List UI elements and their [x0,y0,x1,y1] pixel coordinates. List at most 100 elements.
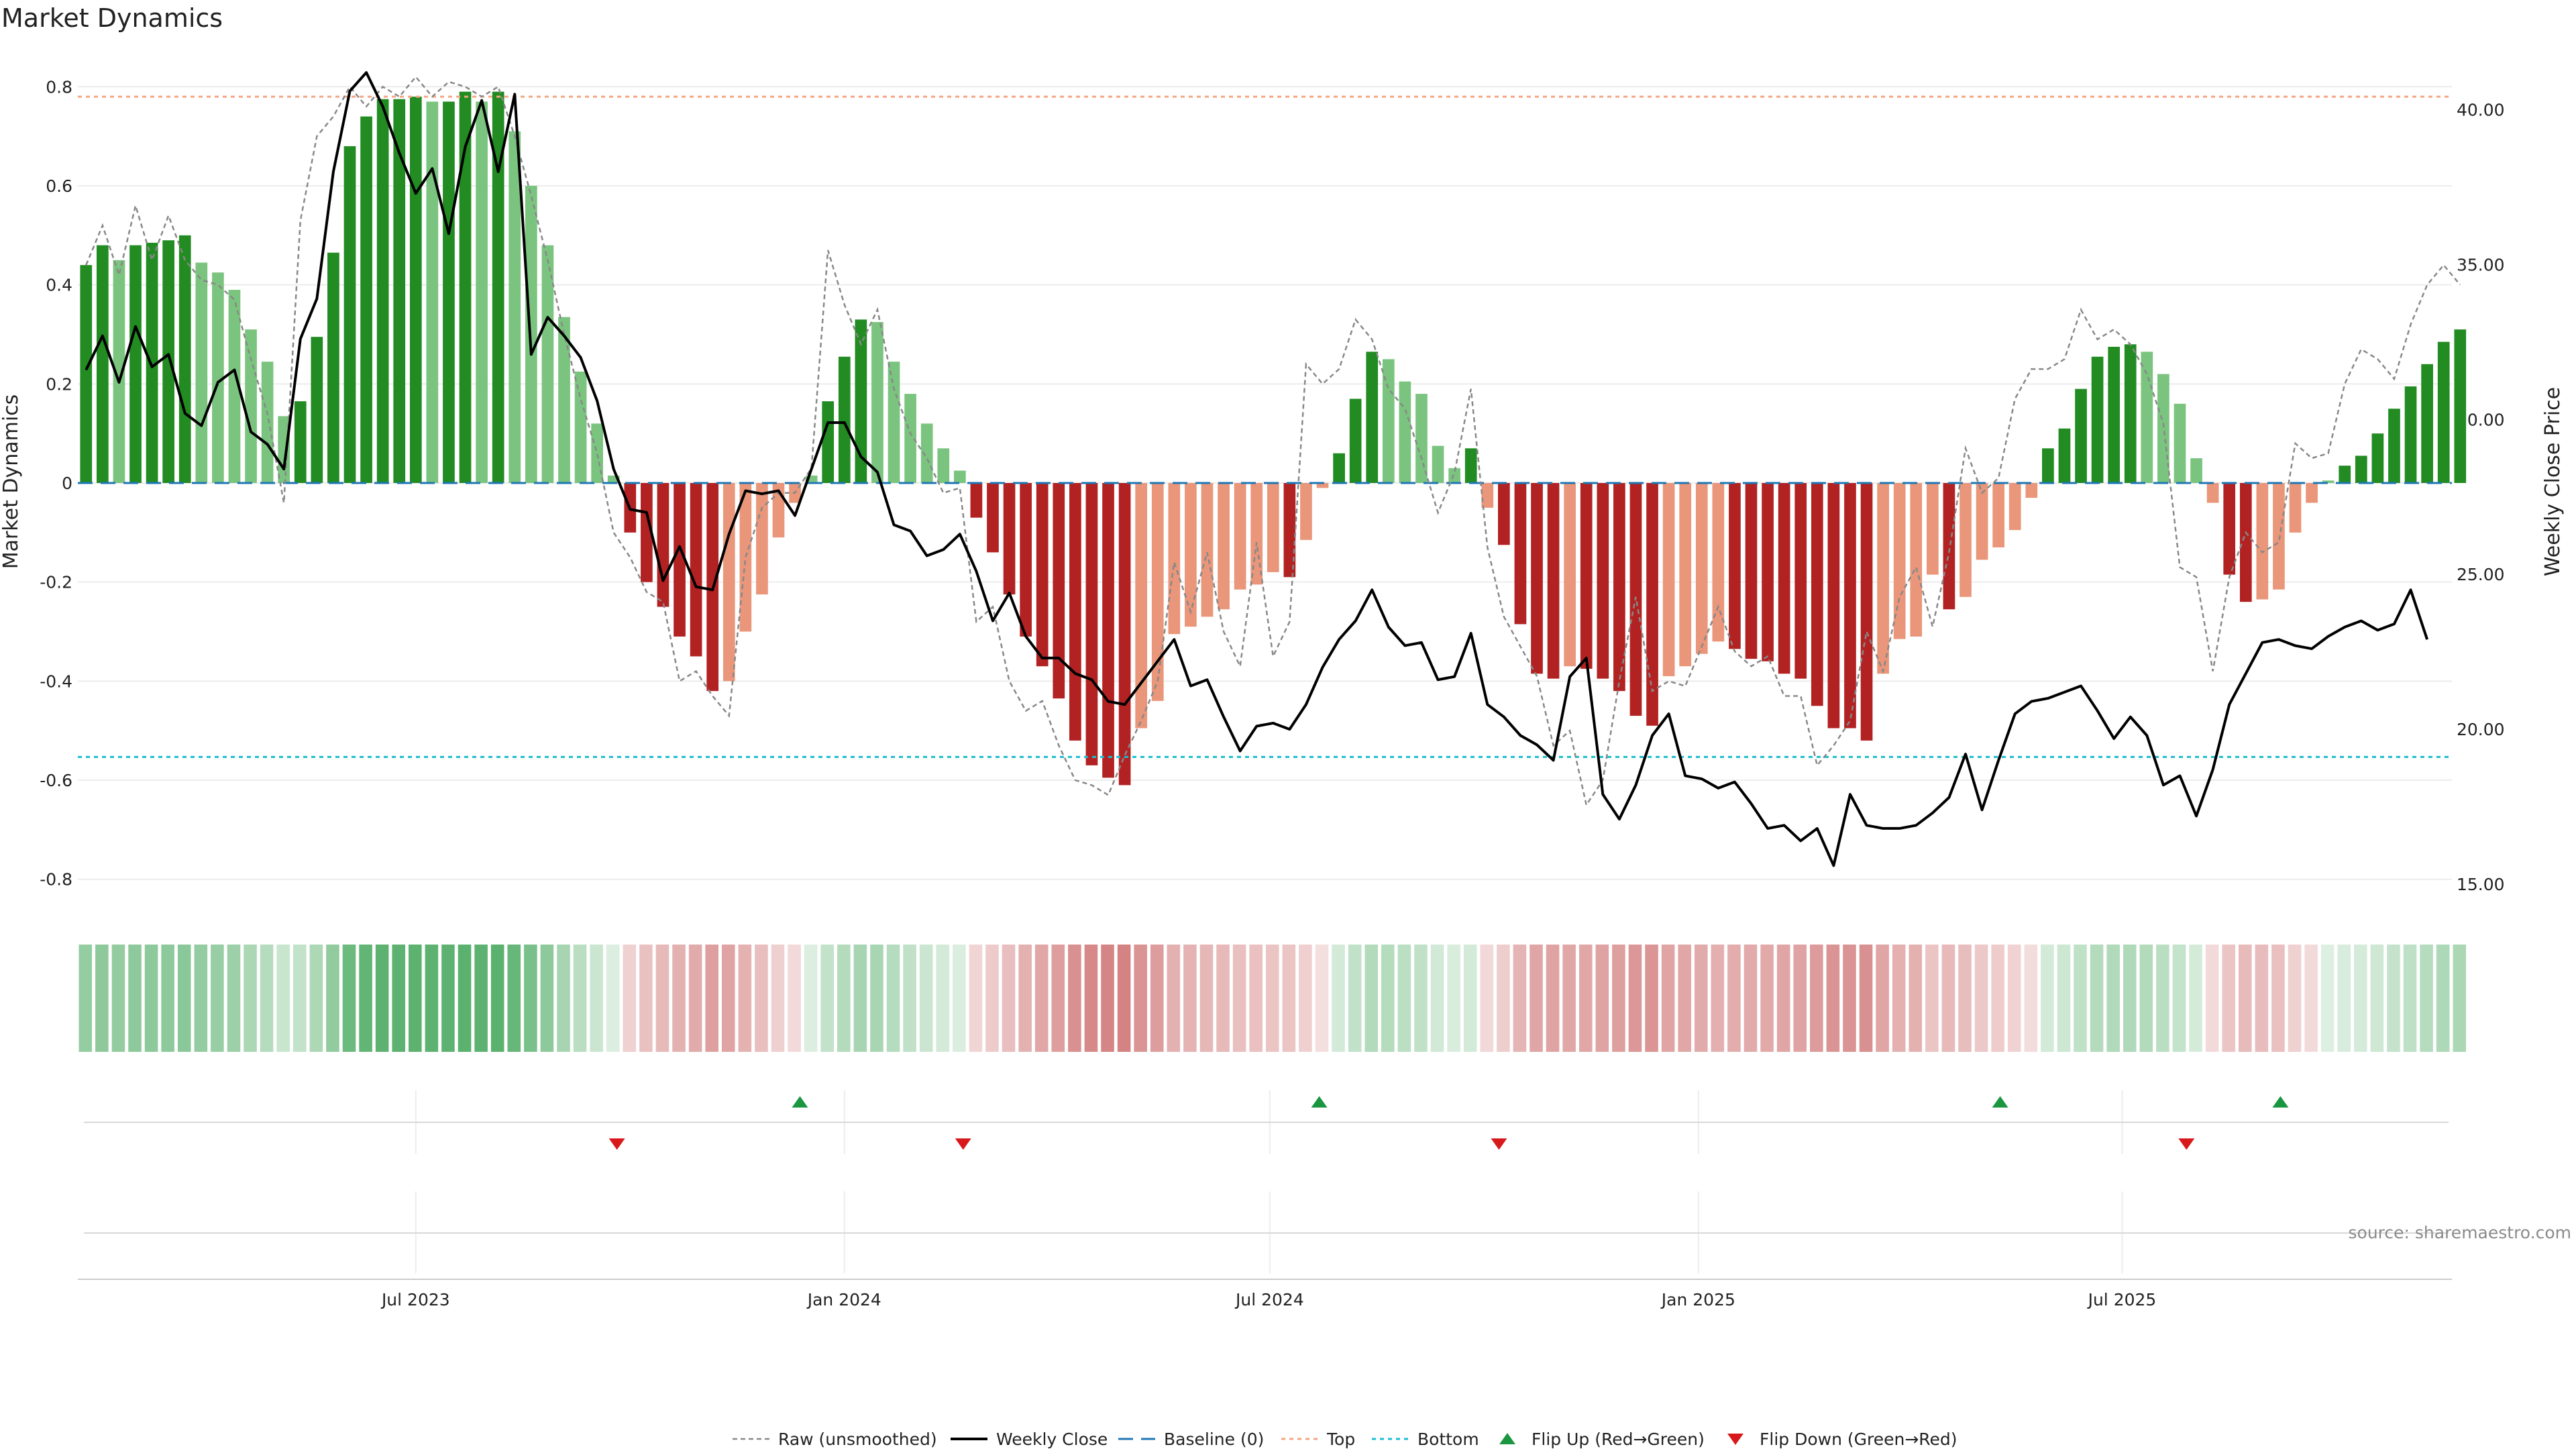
bar [343,146,356,483]
y2-tick-label: 25.00 [2457,565,2505,584]
bar [871,322,883,483]
bar [360,116,372,484]
strip-cell [1826,945,1840,1052]
strip-cell [2189,945,2202,1052]
strip-cell [1991,945,2004,1052]
strip-cell [490,945,504,1052]
bar [492,91,504,484]
y-tick-label: 0 [62,474,72,493]
strip-cell [1529,945,1543,1052]
bar [2058,428,2071,483]
bar [1003,483,1016,595]
bar [1762,483,1774,661]
strip-cell [969,945,983,1052]
y2-tick-label: 40.00 [2457,101,2505,120]
strip-cell [573,945,587,1052]
bar [2141,352,2153,483]
strip-cell [95,945,109,1052]
strip-cell [870,945,883,1052]
flip-up-marker [2272,1096,2289,1108]
market-dynamics-bars [80,91,2467,786]
bar [690,483,702,657]
strip-cell [441,945,455,1052]
bar [558,317,570,483]
bar [2306,483,2318,503]
bar [591,423,604,483]
strip-cell [1447,945,1460,1052]
bar [2108,346,2121,483]
strip-cell [1101,945,1114,1052]
legend-label: Flip Up (Red→Green) [1532,1430,1705,1449]
y-tick-label: -0.6 [40,771,72,790]
bar [1827,483,1840,729]
bar [2437,341,2450,483]
strip-cell [1084,945,1098,1052]
strip-cell [474,945,488,1052]
strip-cell [1645,945,1658,1052]
strip-cell [1167,945,1181,1052]
bar [1102,483,1114,778]
bar [1580,483,1593,669]
strip-cell [540,945,554,1052]
strip-cell [161,945,174,1052]
strip-cell [128,945,142,1052]
bar [987,483,999,553]
bar [1646,483,1658,726]
strip-cell [1150,945,1164,1052]
strip-cell [2420,945,2433,1052]
strip-cell [2354,945,2367,1052]
strip-cell [2337,945,2351,1052]
strip-cell [1628,945,1642,1052]
strip-cell [1578,945,1593,1052]
strip-cell [1315,945,1329,1052]
price-line [85,71,2429,867]
strip-cell [1513,945,1527,1052]
strip-cell [2090,945,2104,1052]
y-tick-label: 0.4 [46,276,72,295]
strip-cell [2156,945,2169,1052]
strip-cell [1397,945,1411,1052]
bar [2339,466,2351,483]
strip-cell [2403,945,2417,1052]
strip-cell [260,945,274,1052]
bar [739,483,752,632]
strip-cell [1266,945,1279,1052]
bar [162,240,175,483]
strip-cell [2123,945,2137,1052]
bar [261,362,274,483]
bar [409,97,422,483]
strip-cell [2387,945,2400,1052]
bar [1860,483,1873,741]
strip-cell [2255,945,2269,1052]
bar [1036,483,1049,667]
legend-label: Weekly Close [996,1430,1108,1449]
bar [1662,483,1675,676]
flip-down-marker [608,1138,625,1150]
strip-cell [409,945,422,1052]
bar [1695,483,1708,654]
strip-cell [1002,945,1016,1052]
bar [937,448,950,483]
flip-up-marker [1992,1096,2008,1108]
bar [228,290,241,483]
bar [1893,483,1906,639]
bar [1053,483,1065,699]
bar [2454,329,2467,483]
strip-cell [2370,945,2384,1052]
bar [459,91,472,484]
strip-cell [2271,945,2285,1052]
strip-cell [1810,945,1823,1052]
bar [2273,483,2285,590]
bar [1135,483,1148,729]
bar [541,245,554,483]
bar [657,483,669,607]
strip-cell [1546,945,1560,1052]
strip-cell [2304,945,2318,1052]
bar [1432,445,1444,483]
bar [1185,483,1197,627]
strip-cell [1727,945,1741,1052]
strip-cell [1348,945,1362,1052]
strip-cell [1974,945,1988,1052]
strip-cell [1249,945,1263,1052]
